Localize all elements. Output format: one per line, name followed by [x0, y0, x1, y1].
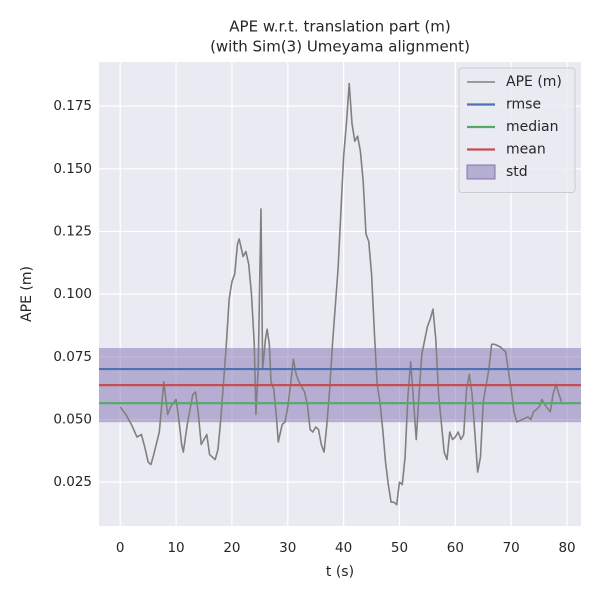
x-tick-label: 60 [447, 540, 464, 556]
y-tick-label: 0.150 [53, 161, 92, 177]
y-tick-label: 0.175 [53, 98, 92, 114]
ape-line [119, 82, 563, 506]
marks [99, 82, 581, 506]
legend-label: std [506, 164, 528, 180]
legend-label: median [506, 119, 558, 135]
legend-swatch [466, 164, 496, 180]
y-tick-label: 0.100 [53, 286, 92, 302]
x-tick-label: 40 [335, 540, 352, 556]
x-tick-label: 80 [558, 540, 575, 556]
legend-label: mean [506, 142, 546, 158]
y-axis-label: APE (m) [19, 266, 35, 322]
x-tick-label: 50 [391, 540, 408, 556]
y-tick-label: 0.050 [53, 411, 92, 427]
legend: APE (m) rmse median mean std [458, 67, 576, 193]
x-tick-label: 20 [223, 540, 240, 556]
x-tick-label: 10 [167, 540, 184, 556]
labels: 0 10 20 30 40 50 60 70 80 0.025 0.050 0.075 0.100 0.1… [53, 98, 575, 556]
x-tick-label: 70 [503, 540, 520, 556]
x-tick-label: 30 [279, 540, 296, 556]
chart-title: APE w.r.t. translation part (m) [229, 18, 450, 36]
x-axis-label: t (s) [326, 564, 354, 580]
legend-label: rmse [506, 97, 541, 113]
x-tick-label: 0 [116, 540, 125, 556]
y-tick-label: 0.075 [53, 349, 92, 365]
chart-subtitle: (with Sim(3) Umeyama alignment) [210, 38, 470, 56]
legend-box [458, 67, 576, 193]
y-tick-label: 0.125 [53, 223, 92, 239]
y-tick-label: 0.025 [53, 474, 92, 490]
legend-label: APE (m) [506, 74, 562, 90]
